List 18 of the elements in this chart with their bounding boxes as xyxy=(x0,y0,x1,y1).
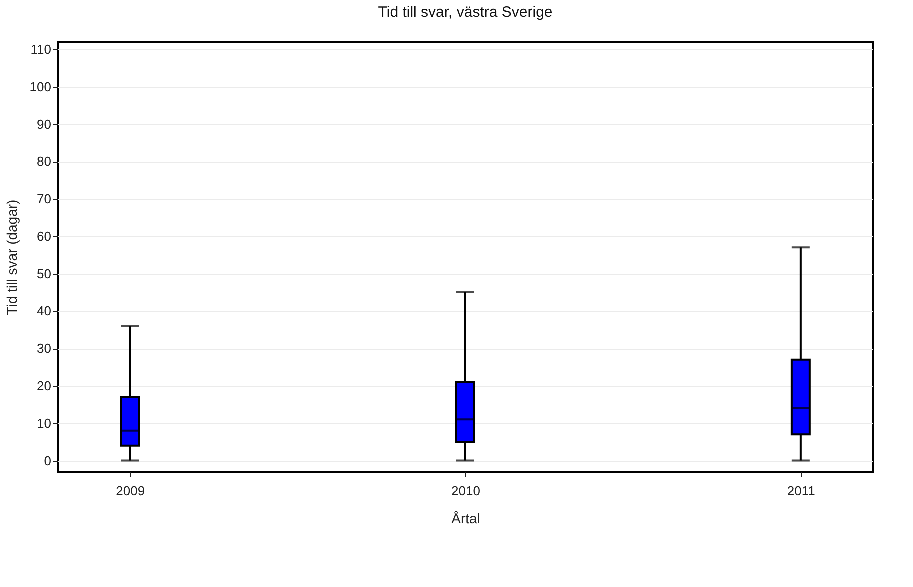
y-tick-label: 40 xyxy=(37,304,52,319)
x-tick-label: 2009 xyxy=(116,484,146,498)
y-tick-label: 30 xyxy=(37,341,52,356)
y-axis-title: Tid till svar (dagar) xyxy=(4,200,20,316)
y-tick-label: 0 xyxy=(44,453,52,468)
y-tick-label: 20 xyxy=(37,378,52,394)
x-tick-label: 2010 xyxy=(452,484,480,498)
y-tick-label: 90 xyxy=(37,116,52,132)
y-tick-label: 70 xyxy=(37,192,52,207)
y-tick-label: 80 xyxy=(37,154,52,170)
chart-title: Tid till svar, västra Sverige xyxy=(378,4,553,21)
y-tick-label: 60 xyxy=(37,228,52,244)
y-tick-label: 110 xyxy=(30,42,52,57)
x-axis-title: Årtal xyxy=(452,510,480,526)
y-tick-label: 50 xyxy=(37,266,52,282)
y-tick-label: 10 xyxy=(37,416,52,431)
x-tick-label: 2011 xyxy=(787,484,816,498)
y-tick-label: 100 xyxy=(30,79,52,94)
